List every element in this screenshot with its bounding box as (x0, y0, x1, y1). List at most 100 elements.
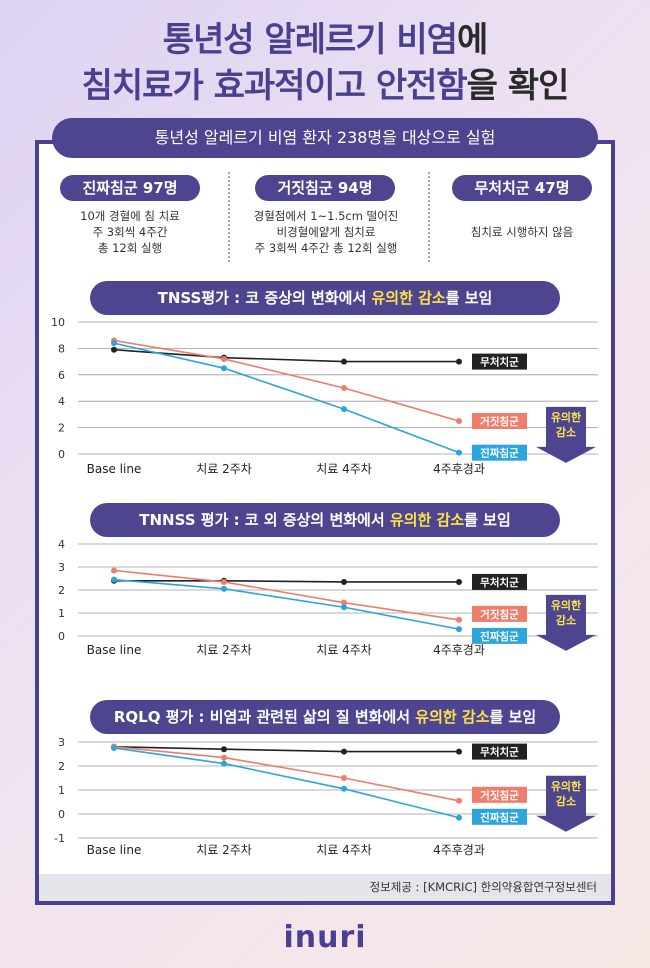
svg-text:감소: 감소 (556, 613, 576, 627)
group-sham-desc: 경혈점에서 1~1.5cm 떨어진 비경혈에얕게 침치료 주 3회씩 4주간 총 1… (253, 209, 399, 255)
tnnss-title: TNNSS 평가 : 코 외 증상의 변화에서 유의한 감소를 보임 (90, 503, 560, 537)
y-tick-label: 2 (58, 422, 65, 435)
data-point-sham (111, 567, 117, 574)
svg-text:유의한: 유의한 (551, 410, 581, 424)
series-label-untreated: 무처치군 (472, 573, 527, 590)
data-point-untreated (221, 746, 227, 753)
data-point-untreated (341, 748, 347, 755)
series-line-real (113, 578, 460, 630)
brand-logo: inuri (283, 920, 367, 955)
series-label-sham: 거짓침군 (472, 786, 527, 803)
data-point-sham (341, 599, 347, 606)
svg-text:감소: 감소 (556, 425, 576, 439)
x-tick-label: Base line (87, 462, 142, 476)
data-point-sham (221, 355, 227, 362)
y-tick-label: 2 (58, 584, 65, 597)
x-tick-label: 치료 2주차 (196, 843, 252, 857)
data-point-real (456, 814, 462, 821)
x-tick-label: 4주후경과 (433, 462, 485, 476)
data-point-real (221, 365, 227, 372)
group-untreated-desc: 침치료 시행하지 않음 (470, 225, 574, 239)
series-line-sham (113, 339, 460, 422)
y-tick-label: 4 (58, 538, 65, 551)
y-tick-label: 4 (58, 395, 65, 408)
x-tick-label: 치료 4주차 (316, 643, 372, 657)
group-real-desc: 10개 경혈에 침 치료 주 3회씩 4주간 총 12회 실행 (80, 209, 180, 255)
y-tick-label: -1 (54, 832, 65, 845)
data-point-real (111, 745, 117, 751)
data-point-sham (221, 578, 227, 585)
series-line-sham (113, 569, 460, 621)
data-point-sham (456, 797, 462, 804)
group-divider-1 (228, 172, 230, 262)
y-tick-label: 0 (58, 808, 65, 821)
svg-text:진짜침군: 진짜침군 (480, 447, 519, 460)
data-point-real (111, 340, 117, 347)
page-title-line2: 침치료가 효과적이고 안전함을 확인 (81, 66, 570, 106)
svg-text:거짓침군: 거짓침군 (480, 415, 519, 428)
x-tick-label: 4주후경과 (433, 843, 485, 857)
group-real-title: 진짜침군 97명 (60, 175, 200, 201)
y-tick-label: 6 (58, 369, 65, 382)
y-tick-label: 8 (58, 342, 65, 355)
x-tick-label: 4주후경과 (433, 643, 485, 657)
series-label-sham: 거짓침군 (472, 605, 527, 622)
svg-text:무처치군: 무처치군 (480, 746, 519, 759)
series-label-real: 진짜침군 (472, 627, 527, 644)
data-point-untreated (456, 358, 462, 365)
y-tick-label: 1 (58, 784, 65, 797)
series-line-real (113, 342, 460, 454)
data-point-real (456, 626, 462, 633)
series-label-real: 진짜침군 (472, 808, 527, 825)
series-line-untreated (113, 746, 459, 753)
series-line-untreated (114, 579, 459, 583)
y-tick-label: 3 (58, 561, 65, 574)
series-line-untreated (113, 348, 459, 363)
y-tick-label: 0 (58, 630, 65, 643)
tnnss-chart: 0 1 2 3 4 Base line 치료 2주차 치료 4주차 4주후경과 무처치군거짓침군진… (58, 538, 598, 657)
data-point-real (456, 449, 462, 456)
data-point-real (111, 576, 117, 583)
y-tick-label: 1 (58, 607, 65, 620)
group-untreated-title: 무처치군 47명 (452, 175, 592, 201)
y-tick-label: 3 (58, 736, 65, 749)
svg-text:거짓침군: 거짓침군 (480, 789, 519, 802)
data-point-real (341, 406, 347, 413)
series-label-untreated: 무처치군 (472, 743, 527, 760)
series-label-untreated: 무처치군 (472, 353, 527, 370)
svg-text:진짜침군: 진짜침군 (480, 630, 519, 643)
svg-text:유의한: 유의한 (551, 779, 581, 793)
svg-text:감소: 감소 (556, 794, 576, 808)
x-tick-label: Base line (87, 643, 142, 657)
data-point-real (221, 760, 227, 767)
study-banner: 통년성 알레르기 비염 환자 238명을 대상으로 실험 (52, 118, 598, 158)
data-point-untreated (111, 346, 117, 353)
data-point-untreated (341, 358, 347, 365)
svg-text:거짓침군: 거짓침군 (480, 608, 519, 621)
data-point-untreated (456, 748, 462, 755)
x-tick-label: 치료 2주차 (196, 643, 252, 657)
data-point-real (341, 785, 347, 792)
x-tick-label: 치료 4주차 (316, 843, 372, 857)
rqlq-title: RQLQ 평가 : 비염과 관련된 삶의 질 변화에서 유의한 감소를 보임 (90, 700, 560, 734)
series-line-sham (113, 746, 460, 802)
svg-text:무처치군: 무처치군 (480, 576, 519, 589)
tnss-chart: 0 2 4 6 8 10 Base line 치료 2주차 치료 4주차 4주후경과 무처치군거짓침… (51, 316, 598, 476)
data-point-sham (456, 616, 462, 623)
svg-text:무처치군: 무처치군 (480, 356, 519, 369)
data-point-sham (456, 418, 462, 424)
group-sham-title: 거짓침군 94명 (255, 175, 395, 201)
series-label-sham: 거짓침군 (472, 413, 527, 429)
data-point-sham (221, 754, 227, 761)
data-point-real (341, 604, 347, 611)
series-label-real: 진짜침군 (472, 444, 527, 461)
data-point-sham (341, 385, 347, 391)
data-point-untreated (341, 578, 347, 585)
page-title-line1: 통년성 알레르기 비염에 (162, 20, 488, 60)
tnss-title: TNSS평가 : 코 증상의 변화에서 유의한 감소를 보임 (90, 281, 560, 315)
series-line-real (113, 747, 460, 819)
y-tick-label: 2 (58, 760, 65, 773)
